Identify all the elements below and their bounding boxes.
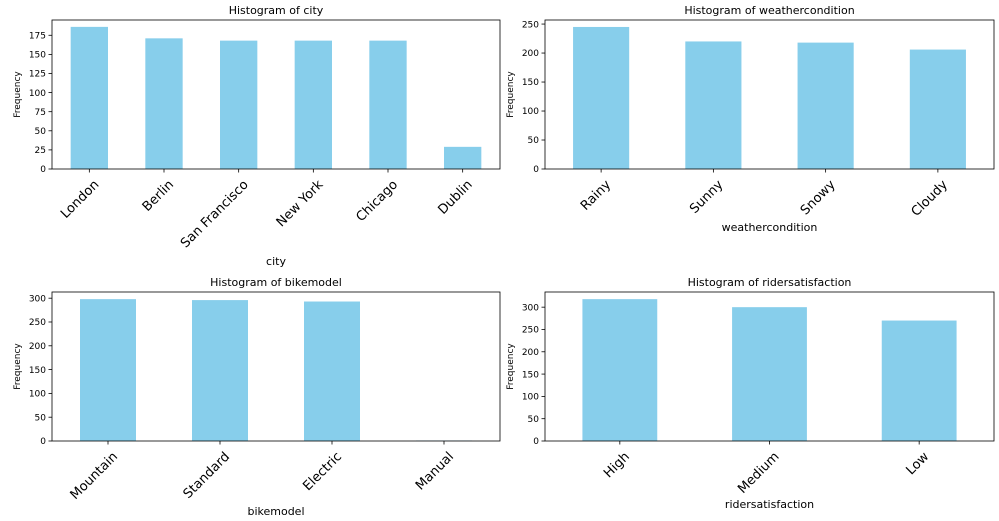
- y-tick-label: 150: [522, 370, 539, 380]
- y-tick-label: 200: [522, 49, 539, 59]
- x-tick-label: San Francisco: [178, 177, 252, 251]
- bar-dublin: [444, 146, 482, 169]
- y-axis-label: Frequency: [506, 343, 516, 390]
- x-tick-label: Cloudy: [909, 177, 952, 220]
- x-tick-label: Electric: [300, 449, 345, 494]
- y-tick-label: 50: [528, 136, 540, 146]
- x-tick-label: Sunny: [687, 177, 727, 217]
- bar-rainy: [573, 26, 630, 170]
- bar-standard: [192, 300, 248, 441]
- y-tick-label: 100: [522, 393, 539, 403]
- bar-cloudy: [909, 49, 966, 169]
- chart-title: Histogram of weathercondition: [684, 4, 854, 17]
- y-tick-label: 150: [29, 366, 46, 376]
- x-tick-label: Low: [904, 449, 933, 478]
- y-axis-label: Frequency: [506, 71, 516, 118]
- y-tick-label: 0: [40, 437, 46, 447]
- bar-sunny: [685, 41, 742, 170]
- y-tick-label: 100: [29, 390, 46, 400]
- x-axis-label: city: [266, 255, 286, 268]
- y-tick-label: 0: [533, 165, 539, 175]
- y-tick-label: 100: [522, 107, 539, 117]
- bar-mountain: [80, 299, 136, 441]
- bar-london: [70, 26, 108, 169]
- y-tick-label: 300: [522, 303, 539, 313]
- y-tick-label: 0: [40, 165, 46, 175]
- bar-high: [582, 299, 658, 441]
- x-tick-label: High: [601, 449, 633, 481]
- chart-title: Histogram of bikemodel: [210, 276, 342, 289]
- y-tick-label: 150: [522, 78, 539, 88]
- x-tick-label: London: [58, 177, 102, 221]
- y-axis-label: Frequency: [13, 343, 23, 390]
- y-tick-label: 0: [533, 437, 539, 447]
- x-tick-label: Standard: [181, 449, 233, 501]
- x-axis-label: bikemodel: [247, 505, 304, 518]
- x-axis-label: ridersatisfaction: [725, 498, 814, 511]
- x-axis-label: weathercondition: [722, 221, 818, 234]
- y-tick-label: 100: [29, 89, 46, 99]
- x-tick-label: Berlin: [140, 177, 177, 214]
- bar-low: [881, 320, 957, 441]
- x-tick-label: Manual: [413, 449, 457, 493]
- y-tick-label: 25: [35, 146, 46, 156]
- bar-medium: [732, 307, 807, 441]
- y-tick-label: 150: [29, 51, 46, 61]
- x-tick-label: Mountain: [68, 449, 121, 502]
- axes-frame: [544, 19, 995, 170]
- y-tick-label: 175: [29, 31, 46, 41]
- y-tick-label: 250: [29, 318, 46, 328]
- y-tick-label: 200: [522, 348, 539, 358]
- x-tick-label: New York: [274, 177, 327, 230]
- x-tick-label: Snowy: [798, 177, 839, 218]
- y-tick-label: 250: [522, 326, 539, 336]
- chart-panel-2: 0 50 100 150 200 250 Rainy Sunny Snowy Cloudy Hist…: [506, 4, 995, 234]
- bar-snowy: [797, 42, 854, 169]
- bar-berlin: [145, 38, 183, 170]
- y-tick-label: 50: [35, 127, 47, 137]
- bar-electric: [304, 301, 360, 441]
- y-tick-label: 125: [29, 70, 46, 80]
- x-tick-label: Chicago: [353, 177, 401, 225]
- bar-san-francisco: [220, 40, 258, 169]
- x-tick-label: Dublin: [435, 177, 475, 217]
- chart-title: Histogram of city: [229, 4, 324, 17]
- y-tick-label: 200: [29, 342, 46, 352]
- x-tick-label: Medium: [735, 449, 782, 496]
- bar-new-york: [294, 40, 332, 169]
- chart-title: Histogram of ridersatisfaction: [688, 276, 852, 289]
- x-tick-label: Rainy: [578, 177, 614, 213]
- y-axis-label: Frequency: [13, 71, 23, 118]
- chart-panel-1: 0 25 50 75 100 125 150 175 London Berlin San Franc…: [13, 4, 501, 268]
- chart-panel-4: 0 50 100 150 200 250 300 High Medium Low Histogram…: [506, 276, 995, 511]
- axes-frame: [51, 291, 501, 442]
- y-tick-label: 50: [35, 413, 47, 423]
- bar-chicago: [369, 40, 407, 169]
- chart-panel-3: 0 50 100 150 200 250 300 Mountain Standard Electr…: [13, 276, 501, 518]
- y-tick-label: 300: [29, 294, 46, 304]
- y-tick-label: 50: [528, 415, 540, 425]
- axes-frame: [51, 19, 501, 170]
- y-tick-label: 75: [35, 108, 46, 118]
- y-tick-label: 250: [522, 20, 539, 30]
